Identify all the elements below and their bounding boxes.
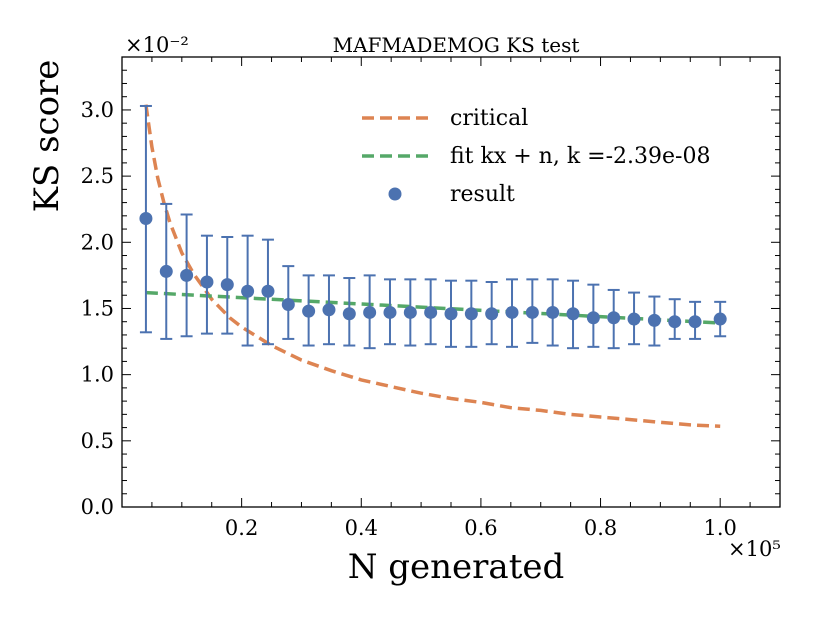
result-point [363, 305, 377, 319]
result-point [261, 284, 275, 298]
chart-title: MAFMADEMOG KS test [333, 33, 580, 57]
result-point [586, 311, 600, 325]
result-point [647, 313, 661, 327]
legend-label: fit kx + n, k =-2.39e-08 [450, 144, 710, 169]
x-tick-label: 1.0 [703, 516, 736, 540]
result-point [464, 307, 478, 321]
x-axis-label: N generated [348, 547, 565, 587]
y-tick-label: 2.5 [81, 164, 114, 188]
result-point [713, 312, 727, 326]
result-point [281, 298, 295, 311]
result-point [220, 278, 234, 292]
result-point [505, 305, 519, 319]
result-point [241, 284, 255, 298]
y-tick-label: 0.5 [81, 429, 114, 453]
y-tick-label: 2.0 [81, 230, 114, 254]
y-tick-label: 3.0 [81, 98, 114, 122]
result-point [383, 305, 397, 319]
y-tick-label: 1.0 [81, 363, 114, 387]
result-point [546, 305, 560, 319]
x-tick-label: 0.6 [464, 516, 497, 540]
result-point [607, 311, 621, 325]
result-point [159, 264, 173, 278]
x-axis-multiplier: ×10⁵ [728, 537, 781, 561]
x-tick-label: 0.4 [345, 516, 378, 540]
result-point [139, 211, 153, 225]
result-point [566, 307, 580, 321]
result-point [302, 304, 316, 318]
result-point [180, 268, 194, 282]
x-tick-label: 0.2 [225, 516, 258, 540]
critical-curve [144, 104, 721, 429]
legend: critical fit kx + n, k =-2.39e-08 result [362, 106, 710, 207]
legend-swatch-result [388, 187, 402, 201]
result-point [322, 303, 336, 317]
y-axis-label: KS score [27, 60, 67, 213]
result-point [444, 307, 458, 321]
result-point [200, 275, 214, 289]
result-point [668, 315, 682, 329]
plot-area: 0.2 0.4 0.6 0.8 1.0 0.0 0.5 1.0 1.5 2.0 2.5 3.0 [81, 56, 781, 540]
y-tick-label: 1.5 [81, 296, 114, 320]
result-point [688, 315, 702, 329]
result-point [485, 307, 499, 321]
y-axis-multiplier: ×10⁻² [125, 33, 189, 57]
result-point [342, 307, 356, 321]
legend-label: critical [450, 106, 528, 131]
y-tick-label: 0.0 [81, 495, 114, 519]
result-point [525, 305, 539, 319]
legend-label: result [450, 182, 515, 207]
x-tick-label: 0.8 [584, 516, 617, 540]
result-point [627, 312, 641, 326]
result-point [403, 305, 417, 319]
fit-line [145, 290, 721, 325]
result-point [424, 305, 438, 319]
